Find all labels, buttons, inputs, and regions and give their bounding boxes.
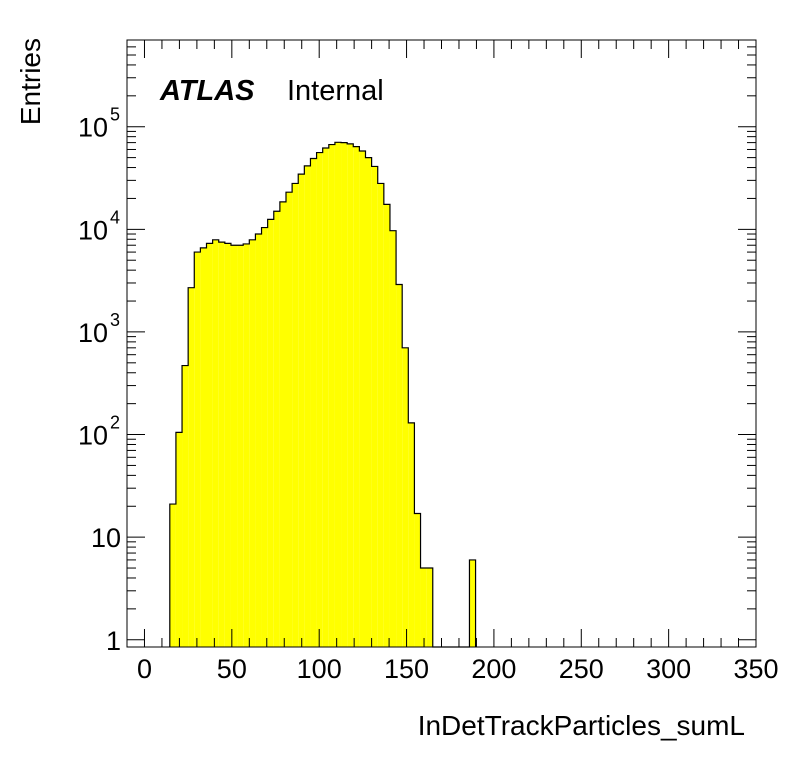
y-tick-label: 10 bbox=[78, 421, 108, 451]
histogram-bar bbox=[273, 211, 280, 647]
histogram-bar bbox=[402, 347, 409, 647]
x-tick-labels: 0 50 100 150 200 250 300 350 bbox=[137, 654, 779, 684]
histogram-outline bbox=[169, 141, 477, 648]
histogram-bar bbox=[371, 166, 378, 648]
histogram-bar bbox=[377, 183, 384, 647]
atlas-label: ATLAS bbox=[159, 75, 255, 107]
histogram-bar bbox=[414, 513, 421, 647]
histogram-bar bbox=[279, 201, 286, 647]
histogram-bar bbox=[285, 192, 293, 647]
histogram-bars bbox=[169, 141, 477, 648]
histogram-bar bbox=[408, 422, 415, 647]
histogram-bar bbox=[218, 242, 225, 647]
y-axis-title: Entries bbox=[15, 38, 46, 125]
histogram-bar bbox=[237, 245, 244, 647]
y-tick-label: 10 bbox=[78, 113, 108, 143]
histogram-bar bbox=[396, 284, 403, 647]
plot-frame bbox=[126, 39, 757, 648]
x-tick-label: 50 bbox=[217, 654, 247, 684]
axis-ticks bbox=[127, 39, 757, 647]
histogram-bar bbox=[169, 504, 176, 647]
histogram-bar bbox=[194, 252, 201, 647]
histogram-bar bbox=[389, 230, 397, 647]
internal-label: Internal bbox=[287, 75, 384, 107]
x-tick-label: 350 bbox=[733, 654, 778, 684]
histogram-bar bbox=[230, 245, 238, 647]
histogram-bar bbox=[334, 142, 342, 647]
histogram-bar bbox=[255, 234, 262, 647]
x-tick-label: 0 bbox=[137, 654, 152, 684]
x-tick-label: 150 bbox=[384, 654, 429, 684]
histogram-bar bbox=[243, 243, 250, 648]
histogram-bar bbox=[206, 243, 213, 647]
histogram-bar bbox=[188, 287, 195, 647]
histogram-bar bbox=[182, 365, 189, 647]
histogram-bar bbox=[347, 143, 354, 647]
y-tick-label: 1 bbox=[106, 626, 121, 656]
x-axis-title: InDetTrackParticles_sumL bbox=[418, 710, 745, 741]
histogram-bar bbox=[469, 559, 476, 647]
histogram-bar bbox=[341, 142, 348, 647]
y-tick-label: 10 bbox=[78, 215, 108, 245]
x-tick-label: 250 bbox=[559, 654, 604, 684]
histogram-bar bbox=[426, 568, 433, 647]
x-tick-label: 200 bbox=[471, 654, 516, 684]
x-tick-label: 300 bbox=[646, 654, 691, 684]
y-tick-label: 10 bbox=[78, 318, 108, 348]
histogram-bar bbox=[224, 243, 231, 647]
y-tick-label-exp: 5 bbox=[110, 105, 120, 125]
histogram-bar bbox=[200, 247, 207, 648]
histogram-bar bbox=[261, 227, 268, 647]
y-tick-label-exp: 2 bbox=[110, 413, 120, 433]
x-tick-label: 100 bbox=[297, 654, 342, 684]
histogram-bar bbox=[316, 152, 323, 647]
histogram-bar bbox=[420, 568, 427, 647]
histogram-bar bbox=[322, 148, 329, 648]
histogram-bar bbox=[353, 146, 360, 648]
histogram-bar bbox=[383, 204, 390, 647]
histogram-bar bbox=[175, 432, 183, 647]
histogram-bar bbox=[304, 165, 311, 647]
histogram-bar bbox=[310, 158, 317, 647]
histogram-bar bbox=[212, 239, 219, 648]
y-tick-label-exp: 4 bbox=[110, 207, 120, 227]
histogram-bar bbox=[365, 157, 372, 648]
histogram-bar bbox=[328, 144, 335, 648]
histogram-bar bbox=[267, 219, 274, 647]
histogram-bar bbox=[249, 239, 256, 648]
histogram-bar bbox=[292, 183, 299, 647]
y-tick-label-exp: 3 bbox=[110, 310, 120, 330]
histogram-bar bbox=[359, 150, 366, 648]
histogram-bar bbox=[298, 174, 305, 647]
y-tick-label: 10 bbox=[91, 523, 121, 553]
